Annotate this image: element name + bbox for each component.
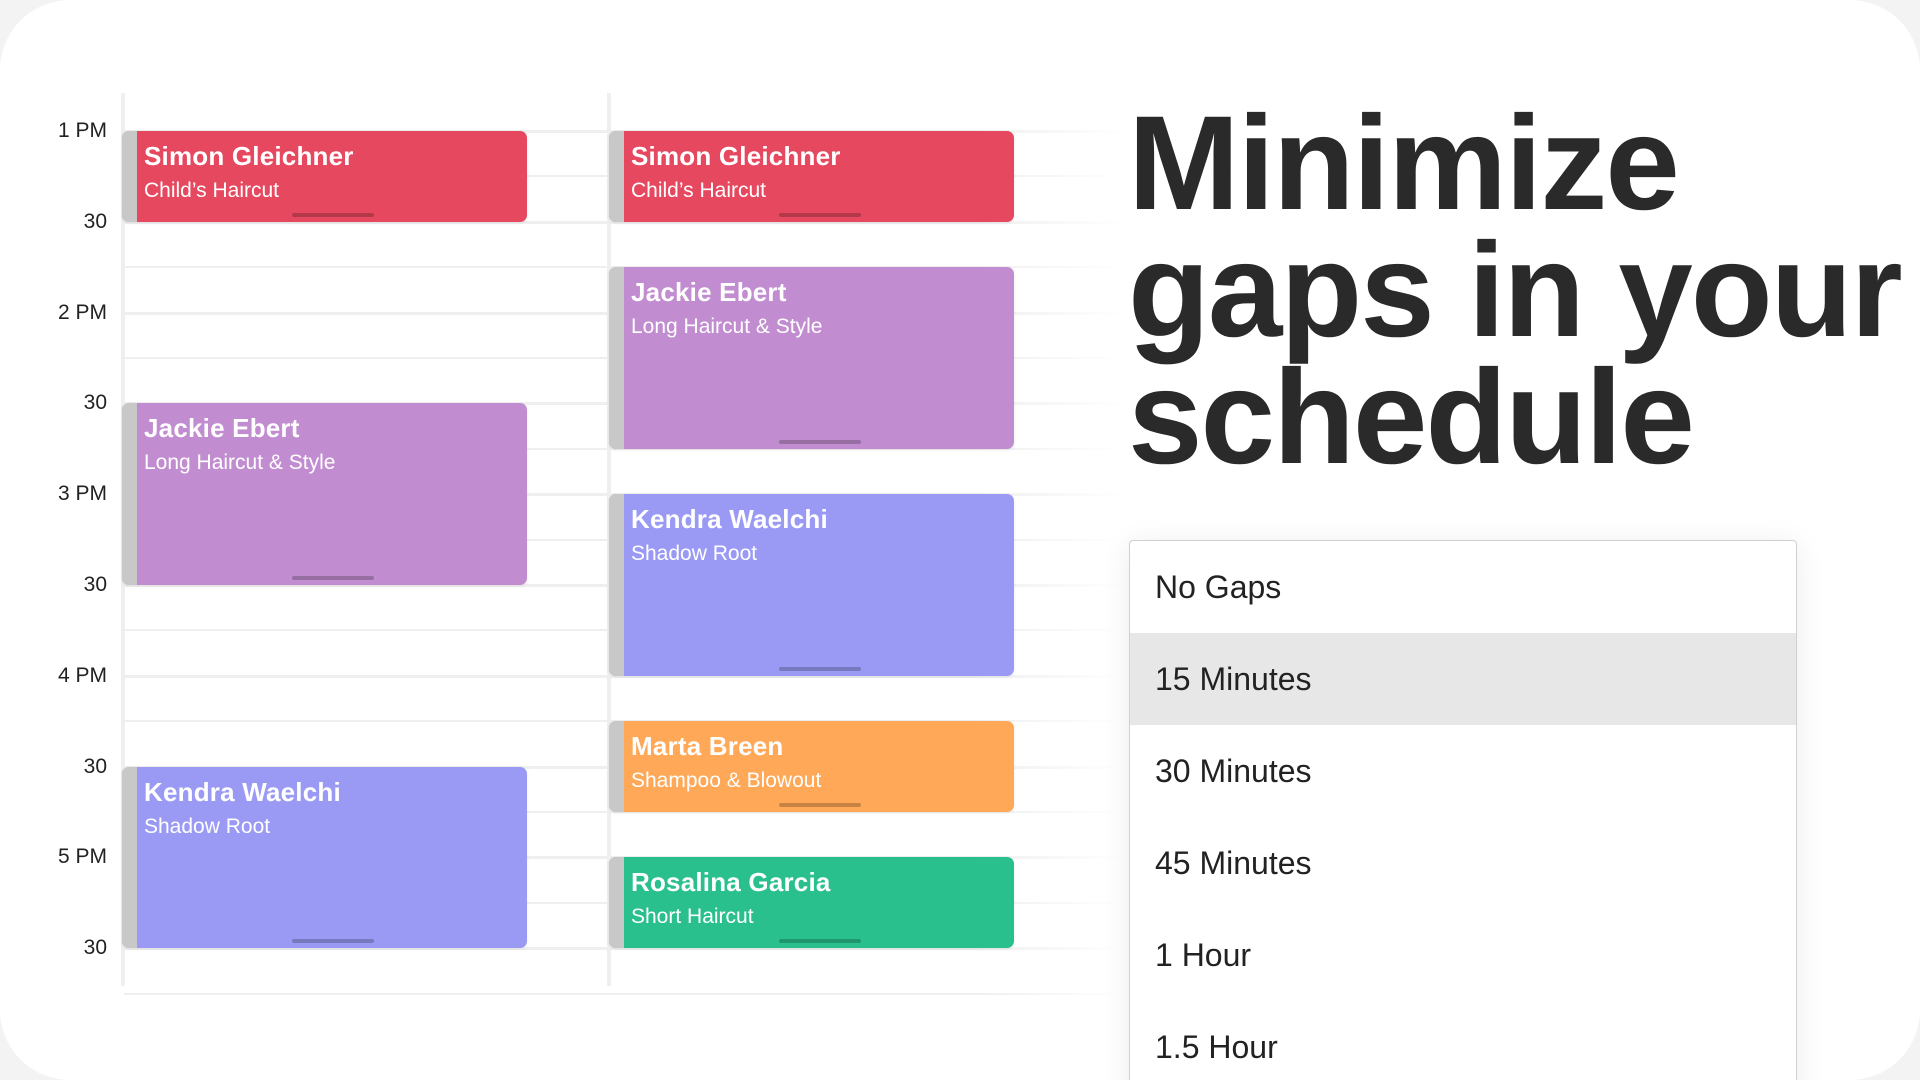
service-name: Shadow Root [144, 814, 271, 838]
resize-handle[interactable] [291, 939, 374, 944]
time-label: 1 PM [57, 119, 107, 142]
option-30-minutes[interactable]: 30 Minutes [1155, 752, 1312, 789]
client-name: Jackie Ebert [631, 277, 787, 308]
client-name: Kendra Waelchi [631, 504, 828, 535]
option-45-minutes[interactable]: 45 Minutes [1155, 844, 1312, 881]
time-label: 30 [83, 391, 107, 415]
resize-handle[interactable] [291, 212, 374, 217]
service-name: Shampoo & Blowout [631, 769, 822, 793]
resize-handle[interactable] [778, 439, 861, 444]
option-1-hour[interactable]: 1 Hour [1155, 936, 1252, 973]
appointment-card[interactable]: Kendra Waelchi Shadow Root [122, 766, 527, 949]
appointment-card[interactable]: Jackie Ebert Long Haircut & Style [122, 403, 527, 585]
time-label: 30 [83, 209, 107, 233]
option-1-5-hour[interactable]: 1.5 Hour [1155, 1028, 1278, 1065]
drag-strip[interactable] [122, 766, 137, 949]
headline: Minimize gaps in your schedule [1128, 89, 1903, 492]
grid-line [124, 220, 1124, 224]
time-label: 5 PM [57, 845, 107, 869]
client-name: Simon Gleichner [631, 141, 841, 171]
client-name: Rosalina Garcia [631, 867, 831, 898]
time-label: 30 [83, 936, 107, 960]
resize-handle[interactable] [778, 802, 861, 807]
headline-line-3: schedule [1128, 343, 1695, 492]
resize-handle[interactable] [778, 939, 861, 944]
grid-line [124, 811, 1124, 813]
client-name: Kendra Waelchi [144, 776, 341, 807]
service-name: Child’s Haircut [144, 179, 279, 202]
time-label: 3 PM [57, 482, 107, 506]
appointment-card[interactable]: Simon Gleichner Child’s Haircut [122, 131, 527, 222]
resize-handle[interactable] [291, 575, 374, 580]
client-name: Jackie Ebert [144, 413, 300, 444]
drag-strip[interactable] [609, 857, 624, 949]
drag-strip[interactable] [609, 721, 624, 812]
service-name: Child’s Haircut [631, 179, 766, 202]
time-label: 2 PM [57, 300, 107, 324]
resize-handle[interactable] [778, 212, 861, 217]
time-label: 30 [83, 573, 107, 596]
grid-line [124, 947, 1124, 951]
grid-line [124, 447, 1124, 450]
appointment-card[interactable]: Marta Breen Shampoo & Blowout [609, 721, 1014, 812]
service-name: Shadow Root [631, 542, 758, 566]
headline-line-2: gaps in your [1128, 216, 1903, 365]
grid-line [124, 992, 1124, 995]
gap-options-dropdown[interactable]: No Gaps 15 Minutes 30 Minutes 45 Minutes… [1129, 540, 1797, 1080]
drag-strip[interactable] [609, 267, 624, 449]
headline-line-1: Minimize [1128, 89, 1680, 238]
option-15-minutes[interactable]: 15 Minutes [1130, 633, 1796, 725]
option-no-gaps[interactable]: No Gaps [1155, 568, 1282, 605]
grid-line [124, 674, 1124, 678]
drag-strip[interactable] [609, 131, 624, 222]
appointment-card[interactable]: Rosalina Garcia Short Haircut [609, 857, 1014, 949]
client-name: Simon Gleichner [144, 141, 354, 171]
appointment-card[interactable]: Simon Gleichner Child’s Haircut [609, 131, 1014, 222]
client-name: Marta Breen [631, 731, 784, 762]
service-name: Short Haircut [631, 905, 754, 929]
resize-handle[interactable] [778, 666, 861, 671]
appointment-card[interactable]: Jackie Ebert Long Haircut & Style [609, 267, 1014, 449]
appointment-card[interactable]: Kendra Waelchi Shadow Root [609, 494, 1014, 676]
service-name: Long Haircut & Style [631, 315, 823, 339]
drag-strip[interactable] [609, 494, 624, 676]
service-name: Long Haircut & Style [144, 451, 336, 475]
drag-strip[interactable] [122, 131, 137, 222]
time-label: 4 PM [57, 663, 107, 687]
time-label: 30 [83, 754, 107, 778]
drag-strip[interactable] [122, 403, 137, 585]
